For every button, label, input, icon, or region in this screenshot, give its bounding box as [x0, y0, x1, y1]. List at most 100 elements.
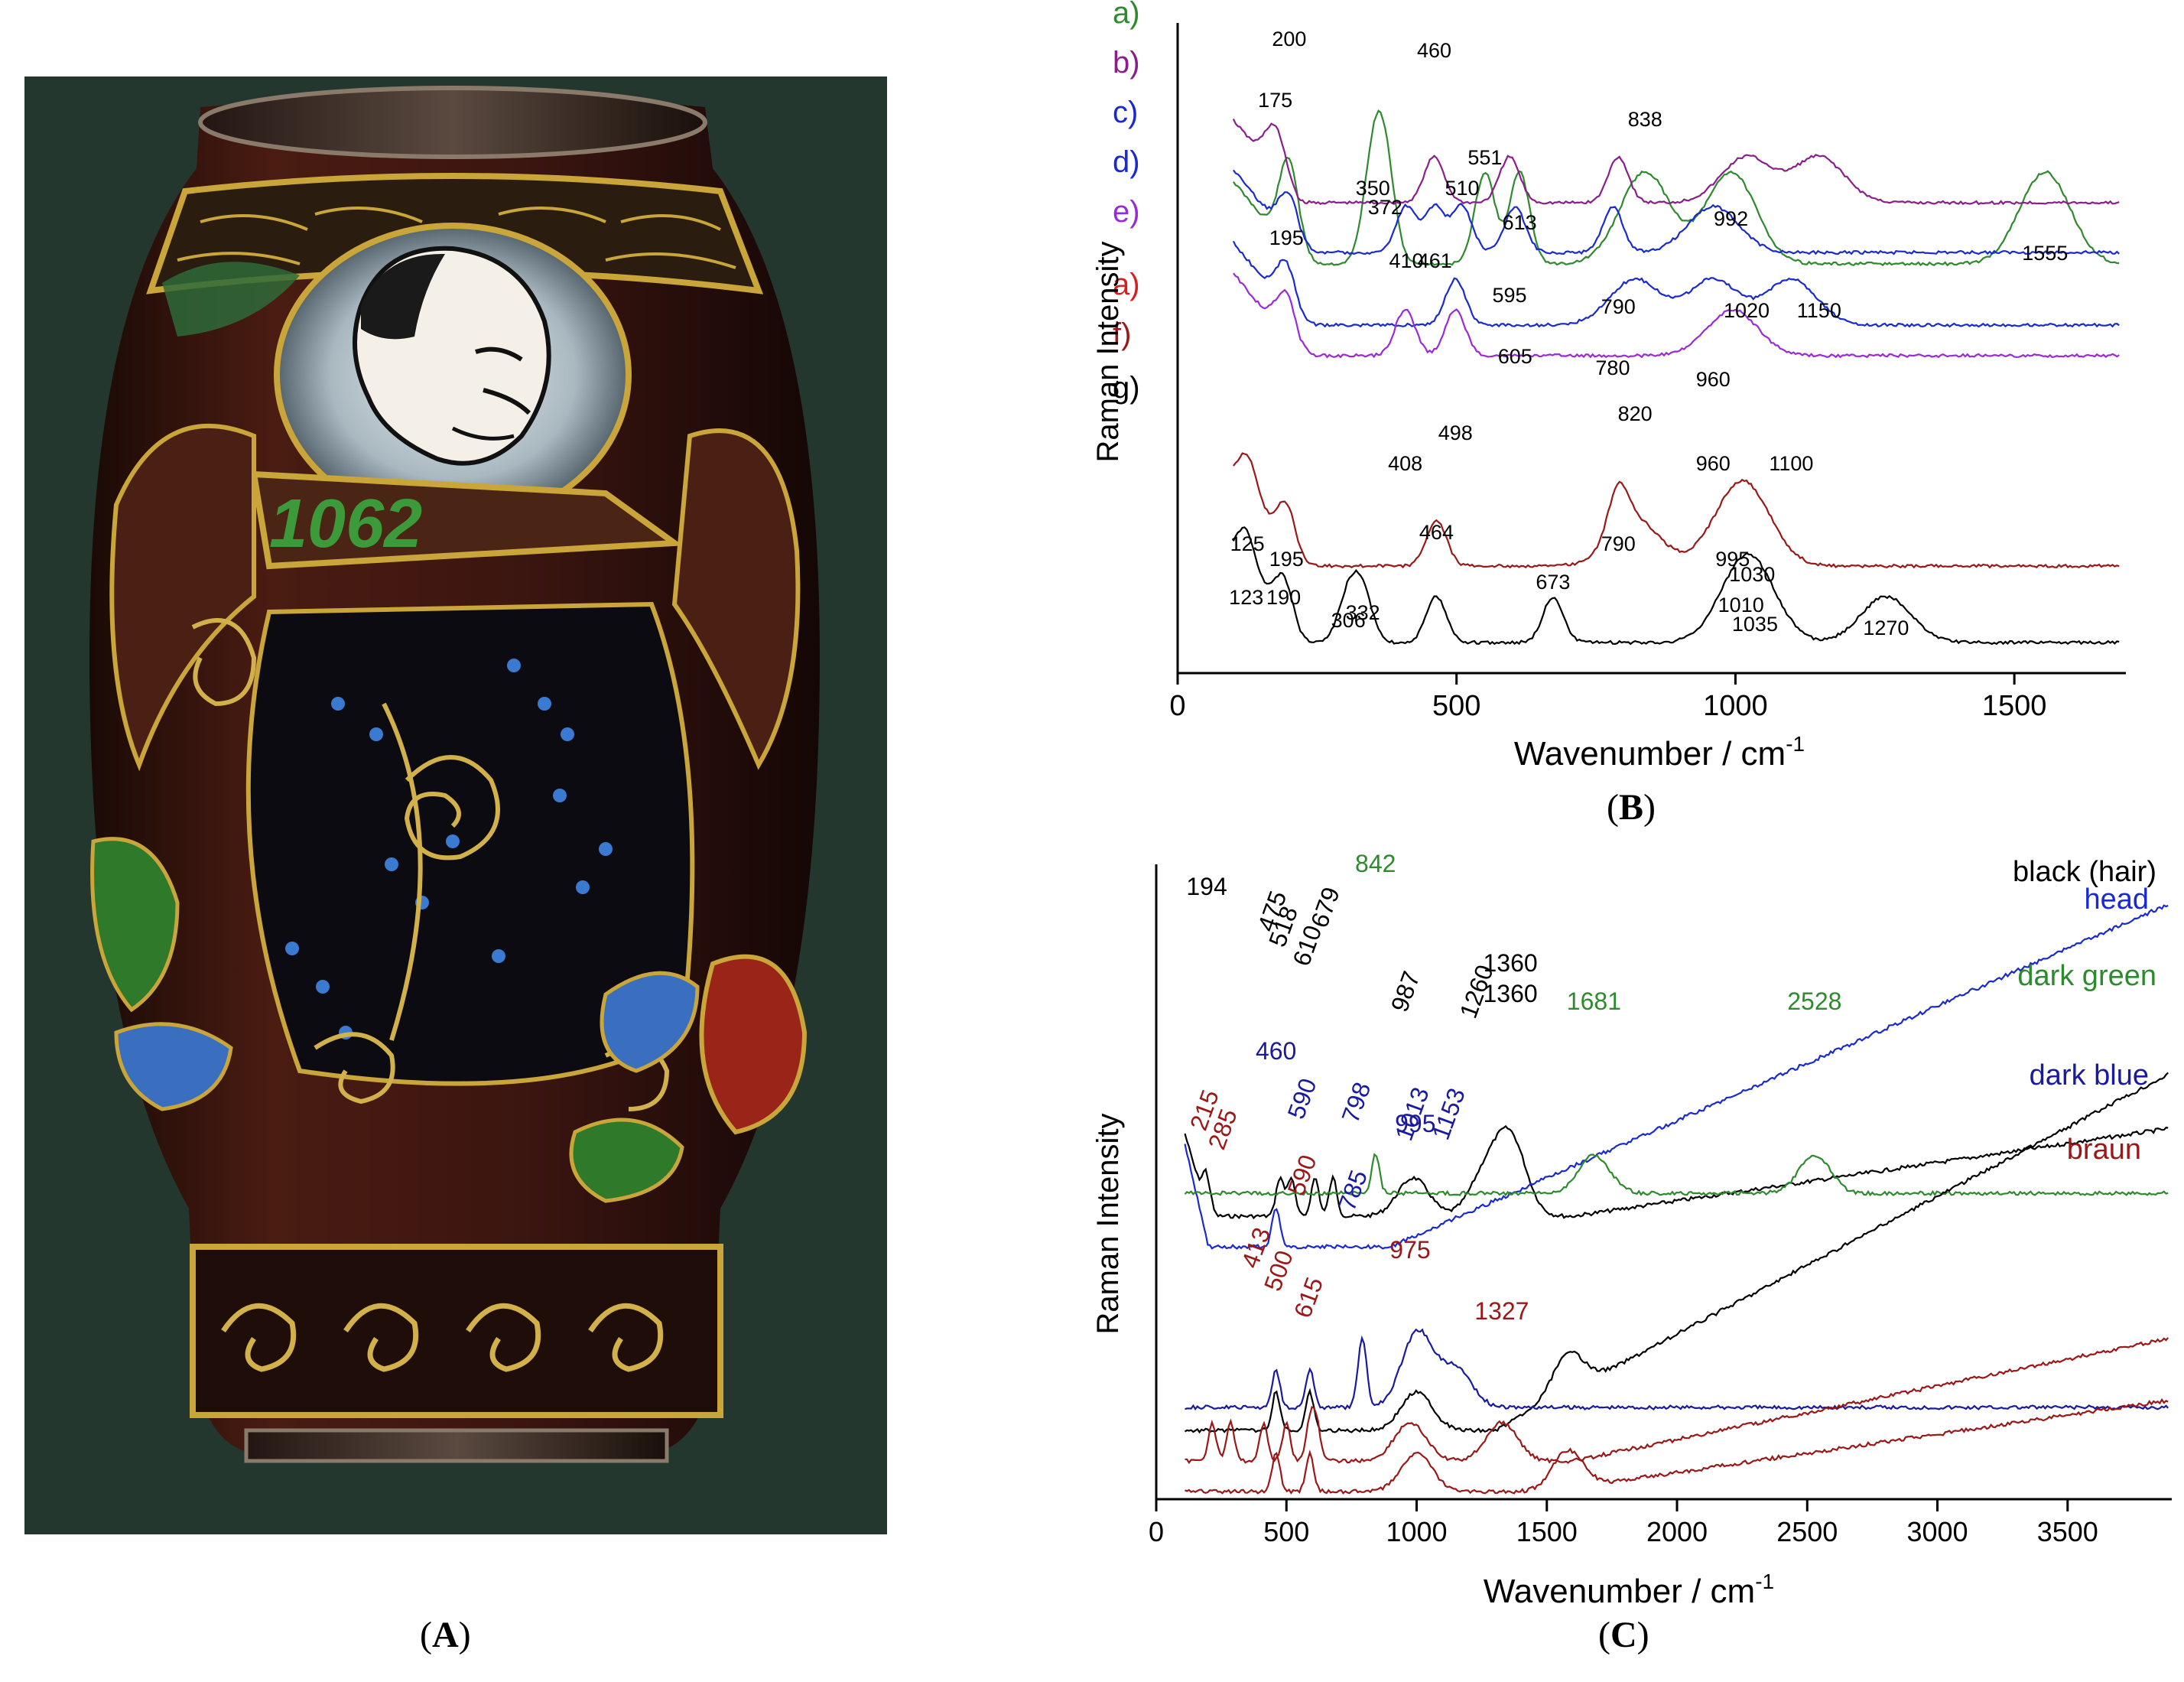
chart-b-peak-label: 195 [1269, 548, 1304, 571]
brown-panel-left [109, 423, 256, 772]
chart-c-axes [1155, 864, 2172, 1501]
chart-b-curve-label: a) [1113, 268, 1140, 301]
green-enamel-left [90, 837, 180, 1013]
chart-b-peak-label: 1035 [1732, 613, 1778, 636]
chart-b-peak-label: 1555 [2022, 242, 2068, 265]
chart-b-peak-label: 673 [1536, 571, 1570, 594]
chart-c-peak-label: 2528 [1787, 987, 1841, 1015]
chart-b-series-line [1233, 452, 2120, 569]
chart-b-series-line [1233, 169, 2120, 255]
chart-b-peak-label: 510 [1445, 177, 1479, 200]
chart-c-peak-label: 1681 [1567, 987, 1621, 1015]
chart-c-tick-label: 2500 [1776, 1516, 1838, 1547]
chart-b-curve-label: e) [1113, 195, 1140, 229]
chart-b-peak-label: 960 [1696, 452, 1731, 475]
red-medallion [699, 954, 808, 1135]
chart-b-peak-label: 838 [1628, 108, 1662, 131]
chart-b-series [1232, 109, 2120, 646]
chart-b-peak-label: 461 [1418, 249, 1452, 272]
chart-b-xlabel: Wavenumber / cm-1 [1514, 732, 1805, 773]
lower-spiral-band [190, 1244, 723, 1418]
chart-b-peak-label: 595 [1492, 284, 1526, 307]
chart-b-peak-label: 175 [1258, 89, 1292, 112]
chart-b-curve-label: d) [1113, 145, 1140, 179]
chart-b-series-line [1232, 526, 2120, 646]
chart-b-peak-label: 408 [1388, 452, 1422, 475]
chart-c-series-label: black (hair) [2013, 856, 2156, 888]
chart-c-xlabel: Wavenumber / cm-1 [1484, 1570, 1774, 1610]
chart-b-peak-label: 1270 [1863, 617, 1909, 639]
chart-c-peak-label: 194 [1186, 873, 1227, 900]
chart-c-ylabel: Raman Intensity [1091, 1113, 1125, 1334]
chart-b-peak-label: 200 [1272, 28, 1306, 50]
vase-rim [198, 86, 707, 159]
chart-c-peak-label: 679 [1305, 883, 1345, 931]
chart-b-peak-label: 1100 [1769, 452, 1813, 475]
chart-c-peak-label: 975 [1389, 1236, 1430, 1264]
panel-label-c: (C) [1598, 1615, 1649, 1655]
chart-b-curve-label: f) [1113, 317, 1131, 351]
chart-b-tick-label: 1500 [1982, 690, 2047, 722]
green-enamel-shoulder [162, 262, 300, 337]
vase-foot [244, 1428, 669, 1463]
brown-panel-right [671, 428, 801, 770]
chart-c-tick-label: 2000 [1646, 1516, 1708, 1547]
chart-c-xticks: 0 500 1000 1500 2000 2500 3000 3500 [1149, 1499, 2098, 1547]
banner-script-lettering: 1062 [269, 486, 422, 562]
chart-c-peak-label: 785 [1333, 1166, 1373, 1214]
shoulder-gold-lines [177, 207, 736, 269]
chart-b-peak-label: 306 [1331, 609, 1366, 632]
vase-photo-svg: 1062 [24, 76, 887, 1534]
lower-band-spirals [221, 1303, 664, 1372]
chart-c-series-line [1185, 1328, 2169, 1411]
chart-c-series-label: braun [2067, 1134, 2141, 1166]
chart-b-curve-label: b) [1113, 46, 1140, 80]
green-enamel-right [569, 1118, 684, 1203]
chart-b-ylabel: Raman Intensity [1091, 241, 1125, 462]
chart-c-peak-label: 460 [1256, 1037, 1296, 1065]
chart-c-peak-label: 615 [1289, 1274, 1328, 1321]
chart-b-curve-label: a) [1113, 0, 1140, 30]
chart-c-series-line [1184, 1124, 2169, 1220]
chart-b-series-line [1232, 240, 2120, 328]
chart-b-curve-label: g) [1113, 371, 1140, 405]
chart-b-peak-label: 125 [1230, 532, 1265, 555]
chart-b-peak-label: 1010 [1718, 594, 1764, 617]
chart-b-peak-label: 498 [1438, 421, 1473, 444]
chart-b-peak-label: 332 [1346, 601, 1380, 624]
chart-c-tick-label: 3000 [1906, 1516, 1968, 1547]
chart-b-series-line [1232, 109, 2120, 267]
chart-c-peak-label: 987 [1386, 968, 1425, 1015]
chart-c-tick-label: 1000 [1386, 1516, 1447, 1547]
chart-b-peak-label: 350 [1356, 177, 1390, 200]
panel-label-a: (A) [420, 1615, 471, 1655]
chart-c-series-line [1184, 1153, 2169, 1197]
chart-c-series [1184, 904, 2169, 1495]
chart-c-peak-label: 1327 [1474, 1297, 1529, 1325]
chart-b-peak-label: 613 [1503, 211, 1537, 234]
chart-b-peak-label: 195 [1269, 226, 1304, 249]
chart-b-peak-label: 790 [1601, 295, 1636, 318]
chart-c-series-label: head [2084, 883, 2149, 916]
bald-head-painting [353, 246, 551, 466]
chart-c-series-line [1184, 904, 2169, 1250]
black-central-panel [245, 601, 695, 1086]
chart-b-peak-label: 820 [1618, 402, 1653, 425]
chart-b-peak-label: 464 [1419, 521, 1454, 544]
chart-b-peak-label: 780 [1595, 356, 1630, 379]
chart-b-peak-label: 372 [1368, 196, 1402, 219]
chart-b-series-line [1233, 272, 2120, 359]
chart-b-annotations: a)b)c)d)e)a)f)g)greenbluebluebluebluewhi… [1113, 0, 2068, 639]
chart-c-annotations: black (hair)head dark green dark blue braun… [1185, 850, 2156, 1325]
chart-b-peak-label: 410 [1389, 249, 1424, 272]
script-banner [250, 470, 684, 570]
chart-b-tick-label: 500 [1432, 690, 1480, 722]
chart-b-peak-label: 460 [1417, 39, 1451, 62]
chart-c-series-line [1185, 1397, 2169, 1495]
chart-b-peak-label: 1030 [1729, 563, 1775, 586]
chart-c-peak-label: 798 [1336, 1078, 1376, 1126]
chart-b-series-line [1232, 119, 2120, 206]
chart-c-tick-label: 0 [1149, 1516, 1164, 1547]
chart-c-peak-label: 1360 [1484, 980, 1538, 1007]
chart-b-tick-label: 1000 [1703, 690, 1768, 722]
